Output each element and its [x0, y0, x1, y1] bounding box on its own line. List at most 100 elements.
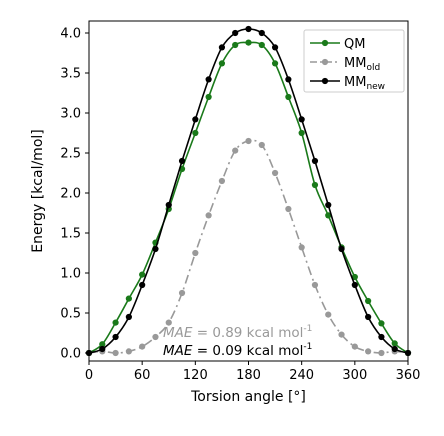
data-point-qm	[192, 129, 199, 137]
data-point-mm-new	[258, 29, 265, 37]
legend-box	[303, 29, 405, 93]
data-point-mm-new	[232, 29, 239, 37]
data-point-mm-new	[285, 76, 292, 83]
data-point-mm-new	[152, 245, 159, 253]
y-tick-label: 4.0	[60, 27, 81, 42]
data-point-mm-old	[325, 311, 332, 318]
mae-annotation: MAE = 0.09 kcal mol-1	[163, 342, 312, 359]
data-point-qm	[258, 41, 265, 49]
data-point-qm	[218, 60, 226, 67]
legend-label-sub: new	[366, 82, 385, 92]
y-tick-label: 0.0	[60, 347, 81, 362]
y-axis-title: Energy [kcal/mol]	[30, 129, 46, 252]
data-point-mm-old	[365, 348, 372, 355]
data-point-qm	[311, 181, 319, 189]
mae-value: = 0.09 kcal mol	[192, 343, 303, 359]
x-tick-label: 60	[134, 368, 151, 383]
data-point-qm	[325, 212, 332, 219]
data-point-mm-new	[325, 201, 332, 209]
x-axis-title: Torsion angle [°]	[190, 389, 306, 405]
y-tick-label: 0.5	[60, 307, 81, 322]
mae-annotation: MAE = 0.89 kcal mol-1	[163, 324, 312, 341]
data-point-mm-old	[218, 177, 226, 185]
data-point-mm-new	[112, 333, 119, 341]
data-point-mm-new	[165, 201, 172, 209]
y-tick-label: 3.0	[60, 107, 81, 122]
legend-label-mm-new: MMnew	[344, 75, 385, 92]
legend-label-main: MM	[344, 56, 366, 71]
data-point-mm-old	[232, 147, 239, 154]
data-point-mm-old	[178, 289, 186, 297]
legend-marker-qm	[321, 39, 329, 47]
data-point-mm-old	[165, 319, 172, 326]
data-point-mm-old	[351, 343, 358, 350]
axes: 0 60 120 180 240 300 360 0.0 0.5 1.0 1.5 2.0 2.5 3.0 3…	[60, 20, 421, 383]
data-point-qm	[99, 341, 106, 348]
data-point-qm	[139, 271, 146, 278]
series-mm-new	[85, 25, 412, 357]
series-mm-old	[85, 137, 412, 357]
data-point-mm-old	[125, 348, 132, 355]
y-tick-label: 3.5	[60, 67, 81, 82]
series-line-mm-old	[88, 139, 409, 354]
data-point-mm-new	[205, 76, 212, 83]
data-point-qm	[245, 39, 252, 46]
x-tick-label: 300	[342, 368, 367, 383]
legend-label-main: MM	[344, 75, 366, 90]
legend-label-sub: old	[366, 63, 380, 73]
data-point-mm-new	[378, 333, 385, 341]
data-point-qm	[378, 320, 385, 327]
mae-value: = 0.89 kcal mol	[192, 325, 303, 341]
x-tick-label: 180	[236, 368, 261, 383]
data-point-mm-new	[298, 116, 305, 123]
data-point-mm-old	[152, 333, 159, 341]
data-point-qm	[298, 129, 305, 137]
y-tick-label: 2.5	[60, 147, 81, 162]
data-point-mm-new	[125, 313, 132, 321]
data-point-qm	[125, 295, 132, 302]
x-tick-label: 120	[183, 368, 208, 383]
data-point-mm-old	[192, 249, 199, 257]
data-point-mm-new	[139, 281, 146, 289]
data-point-mm-new	[218, 44, 226, 51]
data-point-mm-new	[391, 345, 398, 353]
data-point-mm-new	[99, 345, 106, 353]
legend-label-qm: QM	[344, 37, 365, 52]
y-tick-label: 2.0	[60, 187, 81, 202]
data-point-mm-old	[271, 169, 279, 177]
data-point-mm-new	[365, 313, 372, 321]
data-point-mm-new	[271, 44, 279, 51]
data-point-qm	[112, 319, 119, 326]
legend-label-mm-old: MMold	[344, 56, 380, 73]
x-tick-label: 360	[396, 368, 421, 383]
data-point-mm-new	[192, 116, 199, 123]
data-point-qm	[365, 297, 372, 305]
plot-area	[85, 25, 412, 357]
data-point-mm-old	[245, 137, 252, 145]
data-point-mm-old	[205, 212, 212, 219]
mae-unit-exponent: -1	[303, 324, 312, 334]
data-point-mm-old	[112, 349, 119, 357]
data-point-mm-new	[311, 157, 319, 165]
data-point-mm-old	[338, 331, 345, 338]
data-point-mm-old	[139, 343, 146, 350]
data-point-mm-new	[245, 25, 252, 33]
data-point-mm-old	[311, 281, 319, 289]
data-point-qm	[271, 60, 279, 67]
data-point-qm	[351, 273, 358, 281]
legend-marker-mm-new	[321, 77, 329, 85]
data-point-mm-new	[338, 245, 345, 253]
mae-label: MAE	[163, 325, 193, 341]
data-point-mm-new	[178, 157, 186, 165]
data-point-qm	[232, 41, 239, 49]
data-point-mm-old	[285, 205, 292, 213]
y-tick-label: 1.0	[60, 267, 81, 282]
mae-label: MAE	[163, 343, 193, 359]
y-tick-label: 1.5	[60, 227, 81, 242]
data-point-qm	[205, 93, 212, 101]
data-point-qm	[285, 93, 292, 101]
x-tick-label: 240	[289, 368, 314, 383]
